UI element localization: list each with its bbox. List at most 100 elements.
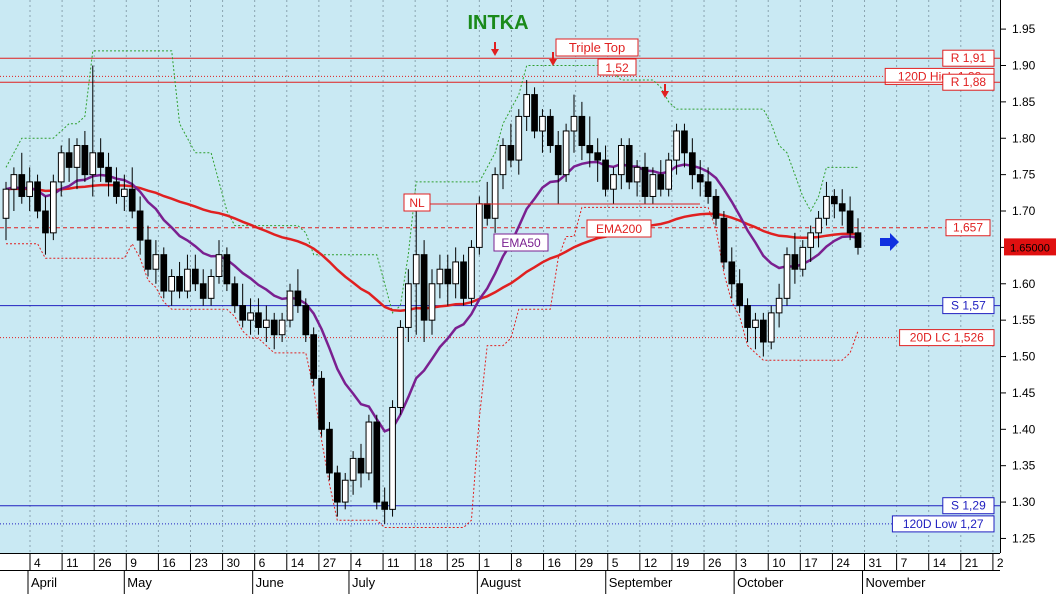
top-value-label: 1,52 bbox=[605, 61, 629, 75]
y-tick-label: 1.80 bbox=[1012, 131, 1036, 145]
candle-body bbox=[633, 166, 641, 183]
x-tick-label: 2 bbox=[997, 556, 1004, 570]
candle-body bbox=[42, 210, 49, 234]
candle-body bbox=[688, 152, 696, 176]
y-tick-label: 1.85 bbox=[1012, 95, 1036, 109]
candle-body bbox=[460, 261, 467, 299]
candle-body bbox=[665, 159, 673, 190]
candle-body bbox=[341, 479, 349, 503]
candle-body bbox=[602, 159, 609, 190]
candle-body bbox=[649, 174, 657, 197]
x-tick-label: 14 bbox=[933, 556, 947, 570]
candle-body bbox=[791, 254, 799, 270]
x-tick-label: 11 bbox=[387, 556, 400, 570]
candle-body bbox=[783, 254, 791, 299]
level-label: 120D Low 1,27 bbox=[903, 517, 984, 531]
candle-body bbox=[89, 152, 97, 176]
candle-body bbox=[507, 145, 515, 161]
level-label: R 1,91 bbox=[951, 51, 987, 65]
level-label-box bbox=[942, 73, 995, 91]
candle-body bbox=[318, 377, 325, 430]
candle-body bbox=[349, 457, 357, 481]
candle-body bbox=[97, 152, 105, 168]
candle-body bbox=[815, 217, 822, 234]
y-tick-label: 1.60 bbox=[1012, 277, 1036, 291]
candle-body bbox=[499, 145, 507, 176]
last-price-label: 1.65000 bbox=[1010, 242, 1050, 254]
x-tick-label: 16 bbox=[548, 556, 562, 570]
candle-body bbox=[49, 181, 57, 234]
candle-body bbox=[10, 174, 18, 190]
candle-body bbox=[673, 130, 680, 161]
candle-body bbox=[799, 246, 807, 270]
month-label: July bbox=[352, 575, 376, 590]
x-tick-label: 10 bbox=[772, 556, 786, 570]
candle-body bbox=[389, 406, 396, 510]
x-tick-label: 4 bbox=[355, 556, 362, 570]
month-label: October bbox=[737, 575, 784, 590]
candle-body bbox=[397, 326, 404, 408]
candle-body bbox=[120, 188, 128, 197]
axis-background bbox=[1000, 0, 1061, 594]
level-label: S 1,29 bbox=[951, 499, 986, 513]
candle-body bbox=[333, 472, 341, 503]
x-tick-label: 27 bbox=[323, 556, 337, 570]
x-tick-label: 29 bbox=[580, 556, 594, 570]
candle-body bbox=[18, 174, 26, 197]
month-label: April bbox=[31, 575, 57, 590]
candle-body bbox=[215, 254, 223, 277]
candle-body bbox=[373, 421, 381, 503]
neckline-box bbox=[403, 193, 431, 212]
candle-body bbox=[136, 210, 144, 241]
month-label: August bbox=[480, 575, 521, 590]
candle-body bbox=[420, 254, 428, 321]
candle-body bbox=[65, 152, 73, 168]
y-tick-label: 1.30 bbox=[1012, 495, 1036, 509]
candle-body bbox=[199, 283, 207, 299]
candle-body bbox=[823, 195, 830, 219]
candle-body bbox=[570, 115, 578, 132]
candle-body bbox=[830, 195, 838, 205]
candle-body bbox=[546, 115, 554, 147]
vertical-grid bbox=[29, 0, 994, 553]
candle-body bbox=[278, 319, 286, 336]
neckline-label: NL bbox=[409, 196, 425, 210]
chart-title: INTKA bbox=[467, 12, 528, 34]
candle-body bbox=[641, 166, 649, 197]
candle-body bbox=[404, 283, 412, 328]
x-tick-label: 4 bbox=[34, 556, 41, 570]
plot-background bbox=[0, 0, 1000, 553]
triple-top-label: Triple Top bbox=[569, 40, 625, 55]
month-label: September bbox=[609, 575, 673, 590]
candles bbox=[2, 65, 862, 524]
candle-body bbox=[381, 501, 389, 510]
candle-body bbox=[2, 188, 10, 219]
y-tick-label: 1.70 bbox=[1012, 204, 1036, 218]
candle-body bbox=[105, 166, 112, 183]
candle-body bbox=[270, 319, 278, 336]
level-label: S 1,57 bbox=[951, 299, 986, 313]
candle-body bbox=[262, 319, 270, 328]
candle-body bbox=[854, 232, 862, 248]
candle-body bbox=[57, 152, 65, 183]
candle-body bbox=[807, 232, 815, 248]
candle-body bbox=[247, 312, 254, 321]
top-arrow-head bbox=[491, 49, 499, 56]
candle-body bbox=[562, 130, 570, 176]
x-tick-label: 9 bbox=[130, 556, 137, 570]
forecast-arrow bbox=[880, 233, 899, 251]
candle-body bbox=[578, 115, 586, 147]
candle-body bbox=[475, 203, 483, 248]
y-tick-label: 1.35 bbox=[1012, 459, 1036, 473]
candle-body bbox=[207, 276, 215, 299]
y-tick-label: 1.50 bbox=[1012, 350, 1036, 364]
x-axis: 4 11 26 9 16 23 30 6 14 27 4 11 18 25 1 8 16 29 5 12 19 26 3 10… bbox=[0, 553, 1004, 594]
top-arrow-head bbox=[549, 59, 557, 66]
candle-body bbox=[73, 145, 81, 168]
candle-body bbox=[34, 181, 41, 212]
x-tick-label: 16 bbox=[162, 556, 176, 570]
level-label: R 1,88 bbox=[951, 75, 987, 89]
candle-body bbox=[744, 305, 751, 328]
x-tick-label: 21 bbox=[965, 556, 979, 570]
x-tick-label: 24 bbox=[836, 556, 850, 570]
